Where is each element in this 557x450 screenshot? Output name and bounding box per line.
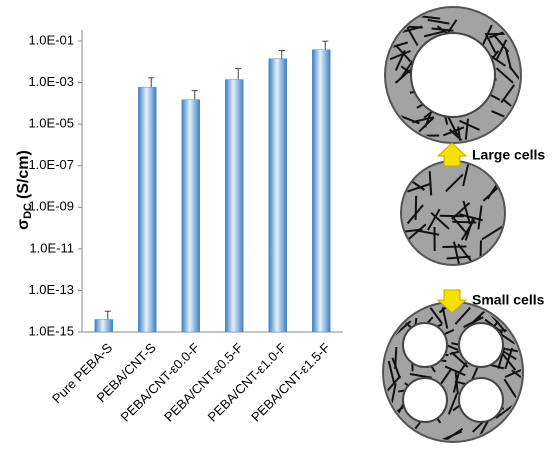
diagram-label: Small cells xyxy=(472,292,545,308)
cnt-stick xyxy=(446,115,459,136)
bar xyxy=(225,79,244,333)
x-tick-label: PEBA/CNT-ε1.5-F xyxy=(248,340,333,425)
y-tick-label: 1.0E-15 xyxy=(28,323,74,338)
cnt-stick xyxy=(387,360,395,383)
cnt-stick xyxy=(423,30,446,38)
cnt-stick xyxy=(394,346,398,370)
diagram-label: Large cells xyxy=(472,147,545,163)
y-tick-label: 1.0E-11 xyxy=(29,240,74,255)
y-label-subscript: DC xyxy=(22,203,34,219)
cnt-stick xyxy=(446,255,471,260)
cnt-stick xyxy=(450,351,469,368)
cnt-stick xyxy=(428,171,433,196)
cnt-stick xyxy=(452,370,461,393)
arrow-up xyxy=(436,142,468,167)
cnt-stick xyxy=(445,173,464,193)
cnt-stick xyxy=(428,305,444,325)
cnt-stick xyxy=(508,65,519,85)
cnt-stick xyxy=(447,393,458,415)
cnt-stick xyxy=(453,241,461,264)
cnt-stick xyxy=(481,225,503,241)
cnt-stick xyxy=(495,404,515,419)
cnt-stick xyxy=(385,375,402,394)
cnt-stick xyxy=(464,118,469,141)
cnt-stick xyxy=(391,357,401,379)
y-tick-label: 1.0E-07 xyxy=(28,157,74,172)
small-cell xyxy=(458,322,504,368)
bar xyxy=(94,319,113,333)
cnt-stick xyxy=(454,307,471,325)
bar xyxy=(181,99,200,333)
y-label-unit: (S/cm) xyxy=(15,150,32,199)
y-tick-label: 1.0E-13 xyxy=(28,282,74,297)
cnt-stick xyxy=(459,119,480,131)
cnt-stick xyxy=(407,183,431,193)
cnt-stick xyxy=(505,348,521,354)
arrow-down xyxy=(436,289,468,314)
y-tick-label: 1.0E-03 xyxy=(28,74,74,89)
cnt-stick xyxy=(441,306,449,329)
cnt-stick xyxy=(430,212,450,230)
y-label-symbol: σ xyxy=(15,219,32,230)
cnt-stick xyxy=(495,67,514,84)
small-cell xyxy=(402,322,448,368)
bar xyxy=(268,58,287,333)
x-tick-label: PEBA/CNT-ε1.0-F xyxy=(205,340,290,425)
y-tick-label: 1.0E-09 xyxy=(28,199,74,214)
cnt-stick xyxy=(444,365,466,377)
cnt-stick xyxy=(504,347,514,370)
cnt-stick xyxy=(406,223,427,241)
cnt-stick xyxy=(441,430,463,440)
cnt-stick xyxy=(389,50,411,61)
cnt-stick xyxy=(462,162,470,187)
cnt-stick xyxy=(500,84,516,104)
cnt-stick xyxy=(484,32,497,54)
cnt-stick xyxy=(394,67,413,84)
cnt-stick xyxy=(394,44,412,63)
cnt-stick xyxy=(427,18,450,25)
cnt-stick xyxy=(477,205,483,230)
cnt-stick xyxy=(479,240,483,264)
cnt-stick xyxy=(511,369,521,385)
small-cell xyxy=(458,377,504,423)
cnt-stick xyxy=(504,47,513,70)
cnt-stick xyxy=(406,204,424,225)
large-cell xyxy=(410,32,496,118)
bar xyxy=(312,49,331,333)
cnt-stick xyxy=(409,372,432,379)
cnt-stick xyxy=(443,126,465,137)
cnt-stick xyxy=(495,39,508,60)
cnt-stick xyxy=(503,378,518,399)
cnt-stick xyxy=(462,200,471,225)
cell-diagram: Large cells Small cells xyxy=(382,6,545,443)
bar xyxy=(138,86,157,333)
cnt-stick xyxy=(451,215,469,235)
y-tick-label: 1.0E-01 xyxy=(28,32,74,47)
cnt-stick xyxy=(414,195,418,220)
cnt-stick xyxy=(400,25,423,34)
x-tick-label: PEBA/CNT-ε0.0-F xyxy=(118,340,203,425)
x-tick-label: PEBA/CNT-ε0.5-F xyxy=(161,340,246,425)
cnt-stick xyxy=(497,347,506,369)
cnt-stick xyxy=(464,217,475,241)
cnt-stick xyxy=(427,208,441,231)
cnt-stick xyxy=(500,352,517,371)
y-tick-label: 1.0E-05 xyxy=(28,116,74,131)
y-axis-label: σDC (S/cm) xyxy=(15,150,34,230)
cnt-stick xyxy=(390,383,397,406)
small-cell-foam xyxy=(382,301,524,443)
cnt-stick xyxy=(398,114,420,125)
cnt-stick xyxy=(463,316,484,328)
cnt-stick xyxy=(490,314,507,333)
small-cell xyxy=(402,377,448,423)
